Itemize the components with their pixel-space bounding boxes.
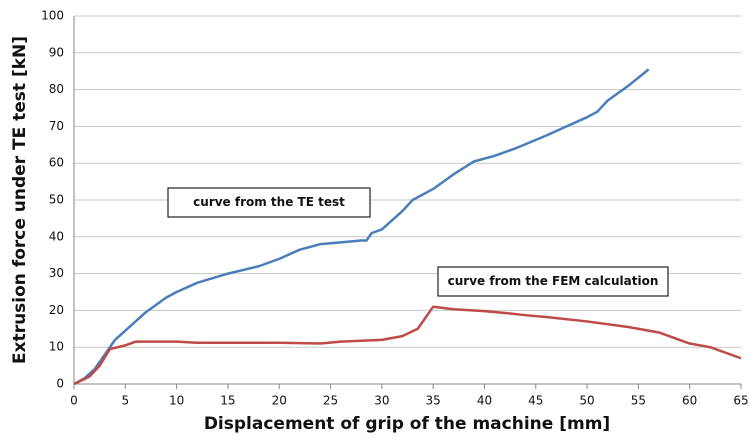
x-tick-label: 40 <box>477 394 492 408</box>
y-tick-label: 50 <box>49 193 64 207</box>
x-tick-label: 10 <box>169 394 184 408</box>
y-tick-label: 10 <box>49 340 64 354</box>
y-tick-label: 70 <box>49 119 64 133</box>
x-tick-label: 45 <box>528 394 543 408</box>
y-tick-label: 80 <box>49 82 64 96</box>
x-tick-label: 30 <box>374 394 389 408</box>
x-tick-label: 55 <box>631 394 646 408</box>
series-line <box>73 68 650 386</box>
y-tick-label: 90 <box>49 45 64 59</box>
annotation-text: curve from the TE test <box>193 195 345 209</box>
x-tick-label: 15 <box>220 394 235 408</box>
annotation-box <box>167 187 371 218</box>
y-tick-label: 20 <box>49 303 64 317</box>
x-tick-label: 25 <box>323 394 338 408</box>
x-tick-label: 65 <box>733 394 748 408</box>
y-axis-title: Extrusion force under TE test [kN] <box>10 36 30 364</box>
series-line <box>73 305 742 386</box>
y-tick-label: 100 <box>41 9 64 23</box>
annotation-text: curve from the FEM calculation <box>448 274 659 288</box>
x-tick-label: 0 <box>70 394 78 408</box>
x-tick-label: 35 <box>426 394 441 408</box>
y-tick-label: 40 <box>49 229 64 243</box>
x-tick-label: 20 <box>272 394 287 408</box>
y-tick-label: 0 <box>56 377 64 391</box>
x-tick-label: 60 <box>682 394 697 408</box>
x-axis-title: Displacement of grip of the machine [mm] <box>204 414 610 434</box>
x-tick-label: 50 <box>579 394 594 408</box>
y-tick-label: 60 <box>49 156 64 170</box>
y-tick-label: 30 <box>49 266 64 280</box>
annotation-box <box>437 266 669 297</box>
x-tick-label: 5 <box>121 394 129 408</box>
